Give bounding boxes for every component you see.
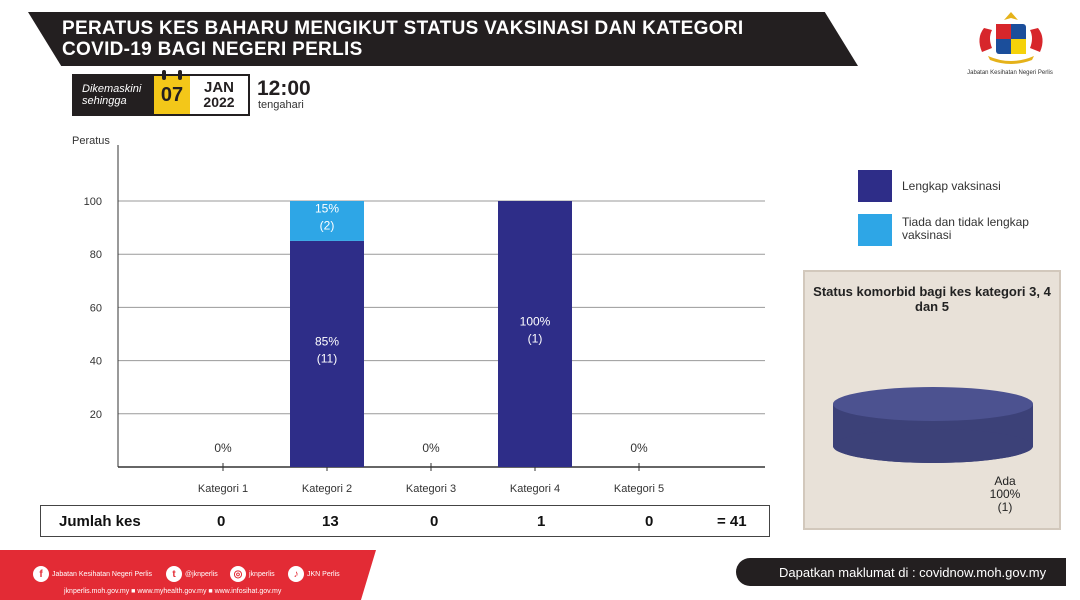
update-time: 12:00 <box>257 77 311 100</box>
comorbidity-pie-chart <box>833 387 1033 463</box>
page-title: PERATUS KES BAHARU MENGIKUT STATUS VAKSI… <box>62 18 744 60</box>
x-tick-label: Kategori 3 <box>406 483 456 495</box>
pie-slice-label: Ada 100% (1) <box>975 475 1035 514</box>
calendar-icon: 07 <box>154 70 190 114</box>
update-year: 2022 <box>203 94 235 110</box>
social-facebook[interactable]: f Jabatan Kesihatan Negeri Perlis <box>33 566 152 582</box>
legend-item-incomplete: Tiada dan tidak lengkap vaksinasi <box>858 214 1058 258</box>
total-kategori-1: 0 <box>217 513 226 530</box>
x-tick-label: Kategori 1 <box>198 483 248 495</box>
legend-swatch-incomplete <box>858 214 892 246</box>
total-kategori-5: 0 <box>645 513 654 530</box>
total-kategori-4: 1 <box>537 513 546 530</box>
data-label: (1) <box>528 332 543 346</box>
footer-links[interactable]: jknperlis.moh.gov.my ■ www.myhealth.gov.… <box>64 588 282 595</box>
pie-label-line: Ada <box>994 474 1016 488</box>
social-facebook-label: Jabatan Kesihatan Negeri Perlis <box>52 570 153 578</box>
social-instagram[interactable]: ◎ jknperlis <box>230 566 275 582</box>
data-label: 0% <box>214 441 232 455</box>
pie-slice-bottom <box>833 429 1033 463</box>
comorbidity-title: Status komorbid bagi kes kategori 3, 4 d… <box>813 284 1051 314</box>
data-label: 15% <box>315 201 339 215</box>
facebook-icon: f <box>33 566 49 582</box>
y-tick-label: 60 <box>90 302 102 314</box>
update-time-of-day: tengahari <box>258 99 304 111</box>
totals-label: Jumlah kes <box>59 513 141 530</box>
social-twitter-label: @jknperlis <box>185 570 218 578</box>
y-tick-label: 100 <box>84 196 102 208</box>
legend-item-complete: Lengkap vaksinasi <box>858 170 1058 214</box>
total-kategori-3: 0 <box>430 513 439 530</box>
data-label: (11) <box>317 351 337 365</box>
y-axis-label: Peratus <box>72 135 110 147</box>
x-tick-label: Kategori 5 <box>614 483 664 495</box>
data-label: (2) <box>320 218 335 232</box>
pie-label-line: (1) <box>997 500 1013 514</box>
bar <box>498 201 572 467</box>
update-day: 07 <box>160 83 184 106</box>
update-month: JAN <box>203 79 234 96</box>
y-tick-label: 40 <box>90 356 102 368</box>
agency-name: Jabatan Kesihatan Negeri Perlis <box>967 70 1053 76</box>
chart-legend: Lengkap vaksinasi Tiada dan tidak lengka… <box>858 170 1058 258</box>
bar <box>290 201 364 241</box>
tiktok-icon: ♪ <box>288 566 304 582</box>
grand-total: = 41 <box>717 513 747 530</box>
totals-row: Jumlah kes 0 13 0 1 0 = 41 <box>40 505 770 537</box>
title-banner <box>28 12 858 66</box>
update-label: Dikemaskini sehingga <box>82 83 142 107</box>
y-tick-label: 20 <box>90 409 102 421</box>
data-label: 0% <box>630 441 648 455</box>
x-tick-label: Kategori 4 <box>510 483 560 495</box>
x-tick-label: Kategori 2 <box>302 483 352 495</box>
twitter-icon: t <box>166 566 182 582</box>
data-label: 0% <box>422 441 440 455</box>
update-date-badge: Dikemaskini sehingga 07 JAN 2022 <box>72 70 250 116</box>
legend-label-complete: Lengkap vaksinasi <box>902 179 1001 193</box>
coat-of-arms-icon <box>979 12 1043 64</box>
more-info-text[interactable]: Dapatkan maklumat di : covidnow.moh.gov.… <box>779 565 1047 580</box>
y-tick-label: 80 <box>90 249 102 261</box>
pie-slice <box>833 387 1033 421</box>
total-kategori-2: 13 <box>322 513 339 530</box>
pie-label-line: 100% <box>989 487 1021 501</box>
footer-social-bar <box>0 550 376 600</box>
legend-label-incomplete: Tiada dan tidak lengkap vaksinasi <box>902 215 1029 242</box>
data-label: 100% <box>520 315 551 329</box>
legend-swatch-complete <box>858 170 892 202</box>
social-tiktok-label: JKN Perlis <box>307 570 340 578</box>
bar <box>290 240 364 467</box>
instagram-icon: ◎ <box>230 566 246 582</box>
social-twitter[interactable]: t @jknperlis <box>166 566 218 582</box>
data-label: 85% <box>315 334 339 348</box>
comorbidity-panel: Status komorbid bagi kes kategori 3, 4 d… <box>803 270 1061 530</box>
social-instagram-label: jknperlis <box>249 570 275 578</box>
more-info-banner: Dapatkan maklumat di : covidnow.moh.gov.… <box>736 558 1066 586</box>
social-tiktok[interactable]: ♪ JKN Perlis <box>288 566 340 582</box>
